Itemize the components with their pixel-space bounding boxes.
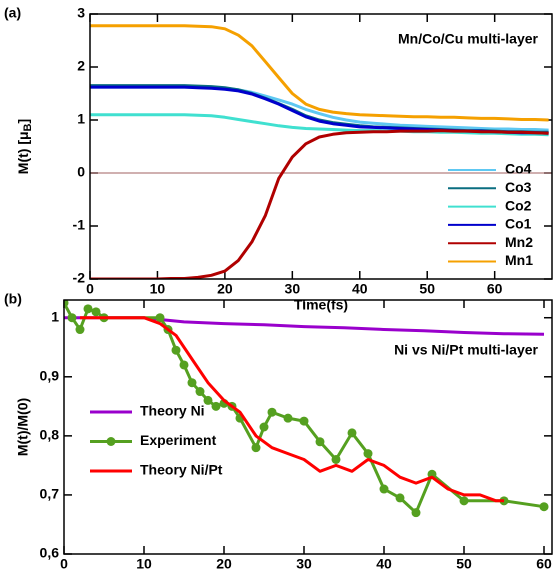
data-point: [171, 345, 181, 355]
x-tick-label: 0: [60, 556, 68, 572]
legend-marker: [106, 437, 116, 446]
legend-label: Co2: [505, 197, 532, 213]
annotation: Mn/Co/Cu multi-layer: [398, 31, 539, 47]
data-point: [459, 496, 469, 506]
data-point: [195, 387, 205, 397]
data-point: [539, 502, 549, 512]
x-tick-label: 30: [285, 281, 301, 297]
legend-label: Theory Ni: [140, 403, 205, 419]
legend-label: Mn1: [505, 252, 533, 268]
y-tick-label: 0: [77, 164, 85, 180]
data-point: [155, 313, 165, 323]
y-tick-label: -2: [73, 270, 86, 286]
data-point: [411, 508, 421, 518]
data-point: [64, 300, 69, 308]
plot-frame: [63, 299, 553, 555]
y-label-end: ]: [15, 119, 31, 124]
data-point: [299, 416, 309, 426]
data-point: [315, 437, 325, 447]
x-tick-label: 60: [487, 281, 503, 297]
series-line: [64, 316, 545, 336]
x-tick-label: 20: [216, 556, 232, 572]
x-tick-label: 60: [536, 556, 552, 572]
series-line: [90, 24, 549, 122]
data-point: [211, 401, 221, 411]
y-tick-label: 0,6: [40, 545, 60, 561]
series-line: [64, 302, 545, 515]
legend-label: Co3: [505, 179, 532, 195]
x-tick-label: 50: [419, 281, 435, 297]
data-point: [363, 449, 373, 459]
data-point: [67, 313, 77, 323]
x-tick-label: 40: [352, 281, 368, 297]
data-point: [91, 307, 101, 317]
series-line: [80, 316, 504, 503]
data-point: [331, 454, 341, 464]
data-point: [267, 407, 277, 417]
y-axis-label: M(t)/M(0): [15, 398, 31, 456]
x-tick-label: 40: [376, 556, 392, 572]
x-tick-label: 10: [150, 281, 166, 297]
y-label-main: M(t) [μ: [15, 131, 31, 174]
x-axis-label: Time(fs): [294, 297, 348, 313]
legend-label: Theory Ni/Pt: [140, 462, 223, 478]
panel-label: (a): [4, 5, 21, 21]
y-tick-label: 0,9: [40, 367, 60, 383]
plot-area: [64, 300, 549, 518]
data-point: [251, 443, 261, 453]
x-axis-label: Time (fs): [279, 571, 337, 572]
x-tick-label: 10: [136, 556, 152, 572]
x-tick-label: 50: [456, 556, 472, 572]
data-point: [395, 493, 405, 503]
data-point: [179, 360, 189, 370]
y-tick-label: 1: [77, 111, 85, 127]
y-tick-label: 0,8: [40, 427, 60, 443]
y-label-sub: B: [22, 123, 34, 131]
x-tick-label: 30: [296, 556, 312, 572]
y-tick-label: -1: [73, 217, 86, 233]
data-point: [203, 395, 213, 405]
legend-label: Mn2: [505, 234, 533, 250]
y-tick-label: 2: [77, 58, 85, 74]
legend-label: Experiment: [140, 432, 217, 448]
data-point: [75, 325, 85, 335]
plot-area: [90, 24, 549, 279]
data-point: [83, 304, 93, 314]
x-tick-label: 20: [217, 281, 233, 297]
data-point: [379, 484, 389, 494]
legend-label: Co4: [505, 161, 532, 177]
data-point: [283, 413, 293, 423]
data-point: [347, 428, 357, 438]
data-point: [187, 378, 197, 388]
panel-label: (b): [4, 291, 22, 307]
data-point: [259, 422, 269, 432]
y-axis-label: M(t) [μB]: [15, 119, 34, 174]
annotation: Ni vs Ni/Pt multi-layer: [394, 342, 538, 358]
y-tick-label: 0,7: [40, 486, 60, 502]
y-tick-label: 3: [77, 5, 85, 21]
y-tick-label: 1: [51, 308, 59, 324]
series-line: [90, 129, 549, 279]
x-tick-label: 0: [86, 281, 94, 297]
plot-frame: [89, 13, 553, 280]
series-line: [90, 113, 549, 137]
legend-label: Co1: [505, 216, 532, 232]
